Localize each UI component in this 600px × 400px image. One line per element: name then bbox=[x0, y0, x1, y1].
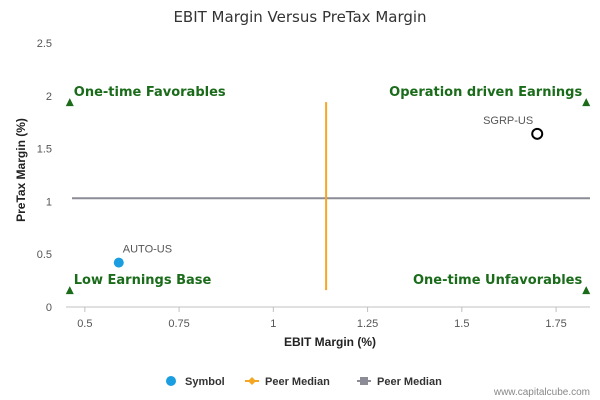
quadrant-marker bbox=[65, 286, 74, 295]
x-tick-label: 1.25 bbox=[357, 318, 378, 330]
x-axis-ticks: 0.5 0.75 1 1.25 1.5 1.75 bbox=[77, 307, 567, 330]
data-points: AUTO-US SGRP-US bbox=[113, 115, 544, 268]
x-tick-label: 1.5 bbox=[454, 318, 469, 330]
quadrant-labels: One-time Favorables Operation driven Earn… bbox=[74, 85, 583, 288]
quadrant-marker bbox=[582, 98, 591, 107]
quadrant-label: Low Earnings Base bbox=[74, 273, 212, 288]
quadrant-label: One-time Favorables bbox=[74, 85, 226, 100]
y-tick-label: 1.5 bbox=[37, 144, 52, 156]
median-lines bbox=[72, 102, 590, 291]
x-tick-label: 0.75 bbox=[168, 318, 189, 330]
y-tick-label: 2 bbox=[46, 91, 52, 103]
data-point-label: SGRP-US bbox=[483, 115, 533, 127]
legend-label: Symbol bbox=[185, 376, 225, 388]
y-tick-label: 0.5 bbox=[37, 249, 52, 261]
plot-area: 0.5 0.75 1 1.25 1.5 1.75 0 0.5 1 1.5 2 2.5 One-tim… bbox=[37, 38, 591, 330]
x-tick-label: 0.5 bbox=[77, 318, 92, 330]
quadrant-marker bbox=[65, 98, 74, 107]
y-tick-label: 1 bbox=[46, 196, 52, 208]
quadrant-label: One-time Unfavorables bbox=[413, 273, 582, 288]
x-tick-label: 1.75 bbox=[545, 318, 566, 330]
x-axis-title: EBIT Margin (%) bbox=[284, 335, 376, 349]
legend-label: Peer Median bbox=[265, 376, 330, 388]
legend-symbol-icon bbox=[166, 376, 176, 386]
chart-title: EBIT Margin Versus PreTax Margin bbox=[173, 8, 426, 26]
quadrant-marker bbox=[582, 286, 591, 295]
y-tick-label: 0 bbox=[46, 302, 52, 314]
quadrant-label: Operation driven Earnings bbox=[389, 85, 582, 100]
x-tick-label: 1 bbox=[270, 318, 276, 330]
legend: Symbol Peer Median Peer Median bbox=[166, 376, 442, 388]
y-tick-label: 2.5 bbox=[37, 38, 52, 50]
footer-credit: www.capitalcube.com bbox=[493, 387, 590, 398]
legend-square-icon bbox=[360, 377, 368, 385]
data-point-label: AUTO-US bbox=[123, 244, 172, 256]
legend-label: Peer Median bbox=[377, 376, 442, 388]
data-point bbox=[113, 257, 124, 268]
quadrant-markers bbox=[65, 98, 591, 295]
y-axis-title: PreTax Margin (%) bbox=[14, 118, 28, 222]
data-point bbox=[531, 127, 544, 140]
legend-diamond-icon bbox=[248, 377, 256, 385]
y-axis-ticks: 0 0.5 1 1.5 2 2.5 bbox=[37, 38, 52, 314]
